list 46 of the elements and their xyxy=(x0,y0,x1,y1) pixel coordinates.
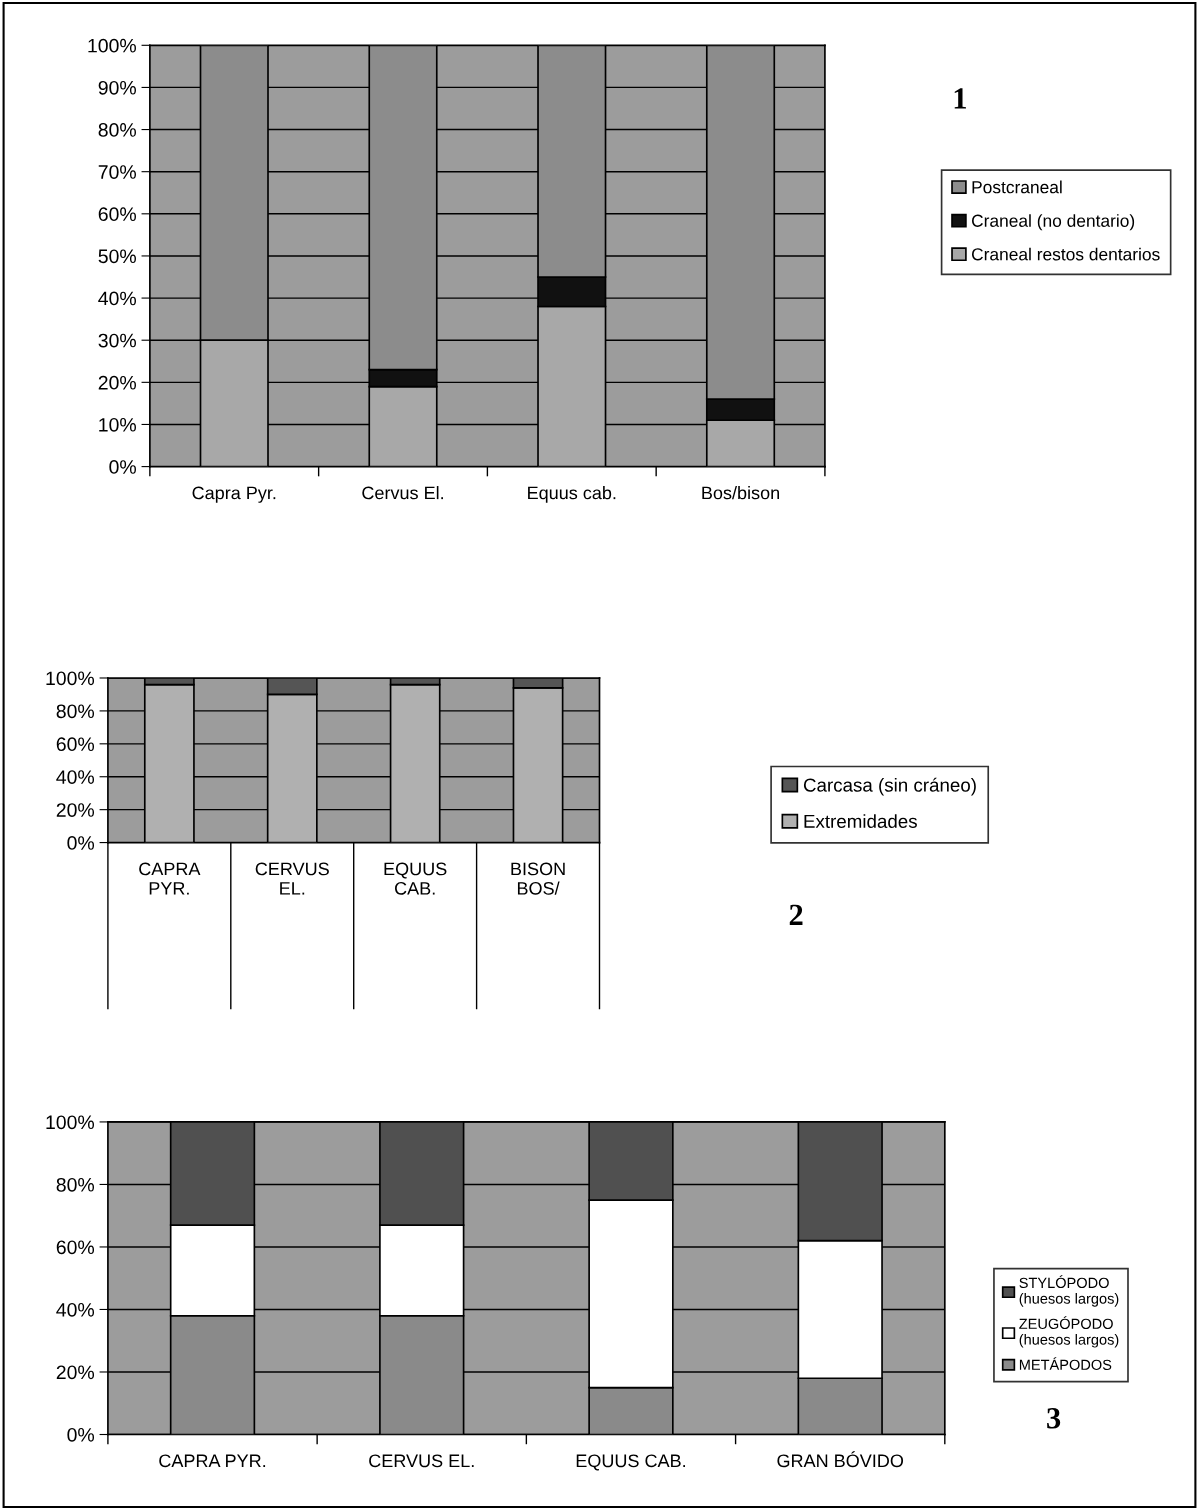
y-tick-label: 60% xyxy=(98,207,136,222)
legend-label: METÁPODOS xyxy=(1019,1357,1112,1370)
x-tick-label: CAPRA PYR. xyxy=(139,862,201,895)
text: 2 xyxy=(789,904,803,925)
x-tick-label: EQUUS CAB. xyxy=(384,862,447,895)
y-tick-label: 20% xyxy=(56,1365,95,1380)
x-tick-label: Cervus El. xyxy=(362,486,444,500)
y-tick-label: 60% xyxy=(56,737,95,752)
x-tick-label: Bos/bison xyxy=(702,486,780,500)
y-tick-label: 30% xyxy=(98,333,136,348)
x-tick-label: CAPRA PYR. xyxy=(159,1454,266,1468)
x-tick-label: BISON BOS/ xyxy=(511,862,565,895)
y-tick-label: 20% xyxy=(56,803,95,817)
y-tick-label: 70% xyxy=(98,165,136,179)
y-tick-label: 0% xyxy=(109,460,136,474)
y-tick-label: 20% xyxy=(98,375,136,390)
legend-label: Carcasa (sin cráneo) xyxy=(803,777,976,796)
text: 1 xyxy=(954,88,966,109)
x-tick-label: CERVUS EL. xyxy=(255,862,329,895)
y-tick-label: 80% xyxy=(56,1177,95,1192)
x-tick-label: Equus cab. xyxy=(528,486,616,503)
x-tick-label: GRAN BÓVIDO xyxy=(777,1451,904,1468)
y-tick-label: 10% xyxy=(99,417,136,432)
x-tick-label: Capra Pyr. xyxy=(192,486,276,503)
legend-label: Extremidades xyxy=(804,814,917,828)
legend-label: Craneal (no dentario) xyxy=(971,214,1135,231)
legend-label: Postcraneal xyxy=(972,180,1062,194)
x-tick-label: CERVUS EL. xyxy=(369,1454,474,1468)
y-tick-label: 0% xyxy=(67,836,95,850)
legend-label: ZEUGÓPODO (huesos largos) xyxy=(1019,1316,1119,1348)
y-tick-label: 100% xyxy=(46,1115,95,1130)
x-tick-label: EQUUS CAB. xyxy=(576,1454,686,1471)
y-tick-label: 100% xyxy=(46,671,95,686)
y-tick-label: 60% xyxy=(56,1240,95,1255)
y-tick-label: 40% xyxy=(56,1302,95,1317)
y-tick-label: 100% xyxy=(88,38,136,53)
y-tick-label: 0% xyxy=(67,1427,95,1442)
y-tick-label: 80% xyxy=(98,123,136,137)
y-tick-label: 40% xyxy=(56,770,95,784)
text: 3 xyxy=(1047,1408,1061,1429)
legend-label: Craneal restos dentarios xyxy=(971,247,1160,261)
y-tick-label: 50% xyxy=(98,249,136,264)
y-tick-label: 80% xyxy=(56,704,95,719)
y-tick-label: 90% xyxy=(98,80,136,95)
y-tick-label: 40% xyxy=(98,291,136,306)
legend-label: STYLÓPODO (huesos largos) xyxy=(1019,1275,1119,1307)
